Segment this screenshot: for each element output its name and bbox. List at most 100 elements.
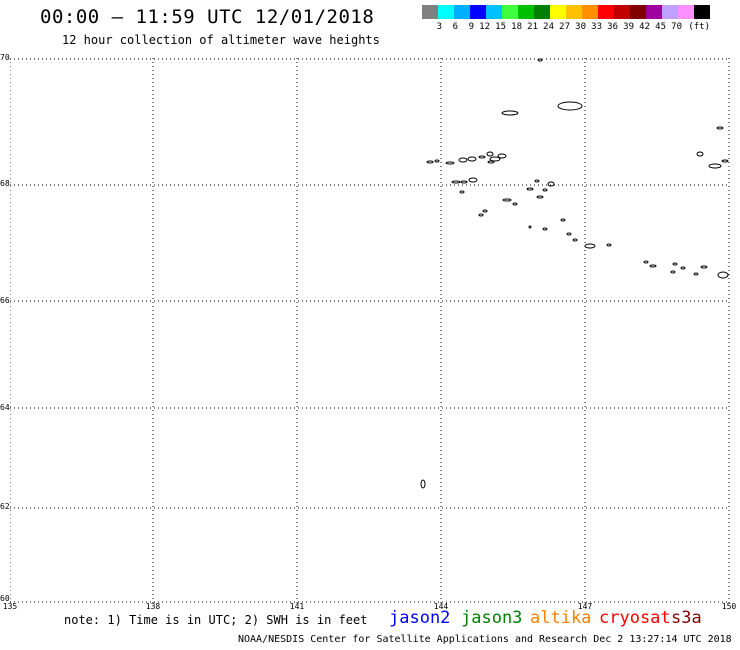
island-outline — [451, 180, 461, 184]
color-scale-legend — [422, 5, 710, 19]
island-outline — [468, 177, 478, 183]
legend-swatch — [470, 5, 486, 19]
legend-swatch — [486, 5, 502, 19]
legend-label: 18 — [511, 22, 522, 32]
island-outline — [572, 238, 578, 242]
map-plot — [10, 58, 730, 603]
longitude-label: 147 — [577, 602, 593, 611]
island-outline — [716, 126, 724, 130]
legend-label: 30 — [575, 22, 586, 32]
legend-swatch — [694, 5, 710, 19]
island-outline — [672, 262, 678, 266]
legend-swatch — [438, 5, 454, 19]
longitude-label: 141 — [289, 602, 305, 611]
legend-label: 21 — [527, 22, 538, 32]
latitude-label: 64 — [0, 403, 10, 412]
latitude-label: 68 — [0, 179, 10, 188]
footer-note: note: 1) Time is in UTC; 2) SWH is in fe… — [64, 613, 368, 627]
island-outline — [566, 232, 572, 236]
map-subtitle: 12 hour collection of altimeter wave hei… — [62, 33, 380, 47]
legend-unit: (ft) — [688, 22, 710, 32]
latitude-label: 70 — [0, 53, 10, 62]
satellite-label-altika: altika — [530, 608, 592, 628]
island-outline — [547, 181, 555, 187]
island-outline — [584, 243, 596, 249]
island-outline — [502, 198, 512, 202]
longitude-label: 144 — [433, 602, 449, 611]
legend-swatch — [646, 5, 662, 19]
island-outline — [487, 160, 495, 164]
island-outline — [542, 188, 548, 192]
satellite-label-cryosat: cryosat — [599, 608, 671, 628]
legend-swatch — [534, 5, 550, 19]
island-outline — [512, 202, 518, 206]
satellite-label-jason2: jason2 — [389, 608, 451, 628]
island-outline — [649, 264, 657, 268]
island-outline — [434, 159, 440, 163]
island-outline — [482, 209, 488, 213]
island-outline — [534, 179, 540, 183]
legend-swatch — [454, 5, 470, 19]
island-outline — [528, 225, 532, 229]
island-outline — [478, 213, 484, 217]
island-outline — [458, 157, 468, 163]
legend-swatch — [422, 5, 438, 19]
latitude-label: 60 — [0, 594, 10, 603]
legend-swatch — [630, 5, 646, 19]
island-outline — [420, 479, 426, 489]
island-outline — [526, 187, 534, 191]
legend-label: 12 — [479, 22, 490, 32]
island-outline — [497, 153, 507, 159]
legend-label: 33 — [591, 22, 602, 32]
island-outline — [670, 270, 676, 274]
legend-label: 27 — [559, 22, 570, 32]
latitude-label: 62 — [0, 502, 10, 511]
island-outline — [560, 218, 566, 222]
legend-label: 70 — [671, 22, 682, 32]
island-outline — [460, 180, 468, 184]
legend-label: 9 — [468, 22, 474, 32]
island-outline — [557, 101, 583, 111]
legend-label: 24 — [543, 22, 554, 32]
island-outline — [536, 195, 544, 199]
longitude-label: 135 — [2, 602, 18, 611]
satellite-label-jason3: jason3 — [461, 608, 523, 628]
legend-label: 39 — [623, 22, 634, 32]
legend-swatch — [662, 5, 678, 19]
island-outline — [708, 163, 722, 169]
island-outline — [700, 265, 708, 269]
legend-label: 42 — [639, 22, 650, 32]
latitude-label: 66 — [0, 296, 10, 305]
legend-label: 15 — [495, 22, 506, 32]
island-outline — [696, 151, 704, 157]
island-outline — [445, 161, 455, 165]
island-outline — [459, 190, 465, 194]
legend-swatch — [518, 5, 534, 19]
island-outline — [542, 227, 548, 231]
legend-label: 45 — [655, 22, 666, 32]
legend-swatch — [502, 5, 518, 19]
island-outline — [537, 58, 543, 62]
satellite-label-s3a: s3a — [671, 608, 702, 628]
island-outline — [486, 151, 494, 157]
island-outline — [467, 156, 477, 162]
island-outline — [501, 110, 519, 116]
island-outline — [478, 155, 486, 159]
legend-label: 3 — [436, 22, 442, 32]
legend-label: 6 — [452, 22, 458, 32]
island-outline — [643, 260, 649, 264]
legend-swatch — [614, 5, 630, 19]
footer-credit: NOAA/NESDIS Center for Satellite Applica… — [238, 634, 732, 645]
island-outline — [426, 160, 434, 164]
legend-swatch — [598, 5, 614, 19]
legend-swatch — [566, 5, 582, 19]
longitude-label: 138 — [145, 602, 161, 611]
legend-label: 36 — [607, 22, 618, 32]
island-outline — [606, 243, 612, 247]
island-outline — [489, 156, 501, 162]
legend-swatch — [550, 5, 566, 19]
longitude-label: 150 — [721, 602, 737, 611]
island-outline — [693, 272, 699, 276]
island-outline — [680, 266, 686, 270]
map-title: 00:00 – 11:59 UTC 12/01/2018 — [40, 6, 375, 28]
